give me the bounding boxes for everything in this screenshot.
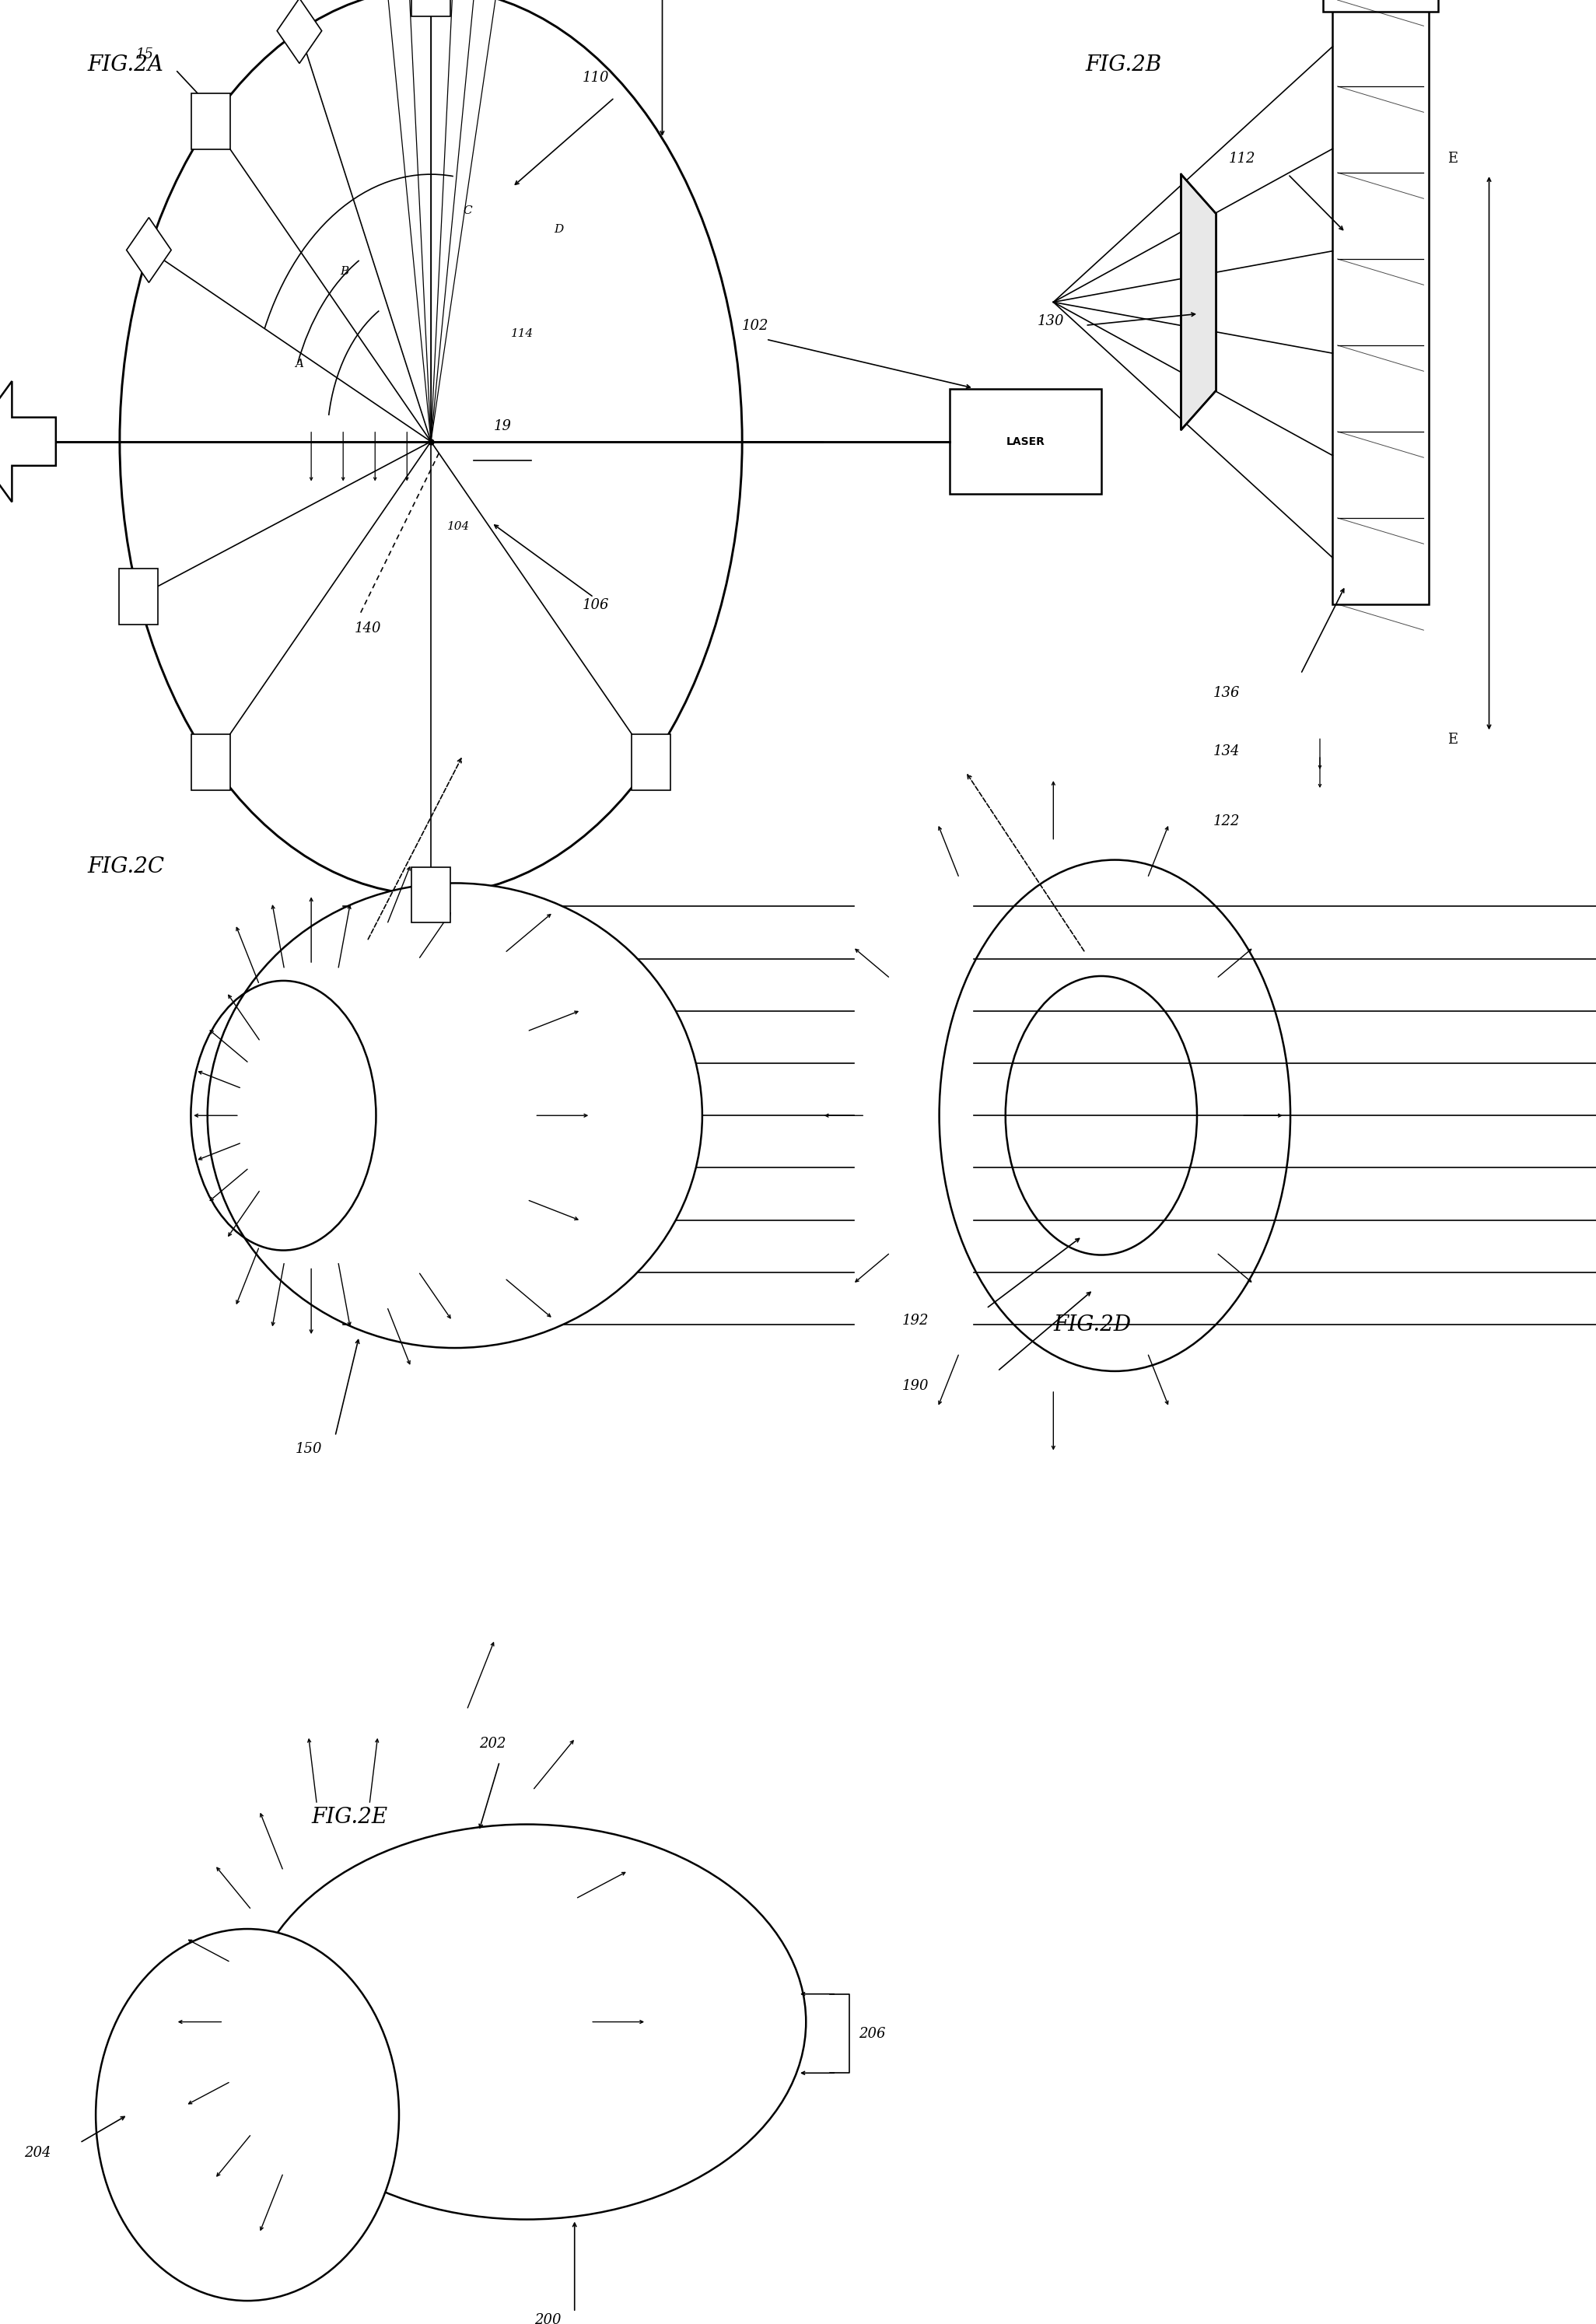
Text: 106: 106 <box>583 597 610 611</box>
Text: FIG.2C: FIG.2C <box>88 855 164 878</box>
Text: 206: 206 <box>859 2027 886 2040</box>
Ellipse shape <box>207 883 702 1348</box>
Text: 102: 102 <box>742 318 769 332</box>
Text: LASER: LASER <box>1005 437 1045 446</box>
Ellipse shape <box>96 1929 399 2301</box>
Text: 192: 192 <box>902 1313 929 1327</box>
Text: 204: 204 <box>24 2145 51 2159</box>
Text: FIG.2E: FIG.2E <box>311 1806 388 1829</box>
Bar <box>120 569 158 625</box>
Bar <box>1323 0 1438 12</box>
Text: D: D <box>554 223 563 235</box>
Polygon shape <box>278 0 322 63</box>
Text: 112: 112 <box>1229 151 1256 165</box>
Ellipse shape <box>247 1824 806 2219</box>
Text: FIG.2D: FIG.2D <box>1053 1313 1132 1336</box>
Text: 150: 150 <box>295 1441 322 1455</box>
Polygon shape <box>0 381 56 502</box>
Bar <box>412 0 450 16</box>
Text: 19: 19 <box>493 418 512 432</box>
Text: 122: 122 <box>1213 813 1240 827</box>
Text: C: C <box>463 205 472 216</box>
Text: 110: 110 <box>583 70 610 84</box>
Text: 134: 134 <box>1213 744 1240 758</box>
Text: E: E <box>1448 732 1457 746</box>
Text: E: E <box>1448 151 1457 165</box>
Bar <box>1333 0 1428 604</box>
Bar <box>412 867 450 923</box>
Text: 104: 104 <box>447 521 469 532</box>
Bar <box>192 734 230 790</box>
Text: 130: 130 <box>1037 314 1065 328</box>
Polygon shape <box>1181 174 1216 430</box>
Text: 136: 136 <box>1213 686 1240 700</box>
Text: 202: 202 <box>479 1736 506 1750</box>
FancyBboxPatch shape <box>950 388 1101 495</box>
Bar <box>632 734 670 790</box>
Text: B: B <box>340 265 348 277</box>
Text: 114: 114 <box>511 328 533 339</box>
Bar <box>192 93 230 149</box>
Text: FIG.2A: FIG.2A <box>88 53 164 77</box>
Text: A: A <box>295 358 303 370</box>
Text: 200: 200 <box>535 2312 562 2324</box>
Text: FIG.2B: FIG.2B <box>1085 53 1162 77</box>
Text: 140: 140 <box>354 621 381 634</box>
Polygon shape <box>126 218 171 284</box>
Text: 15: 15 <box>136 46 153 60</box>
Text: 190: 190 <box>902 1378 929 1392</box>
